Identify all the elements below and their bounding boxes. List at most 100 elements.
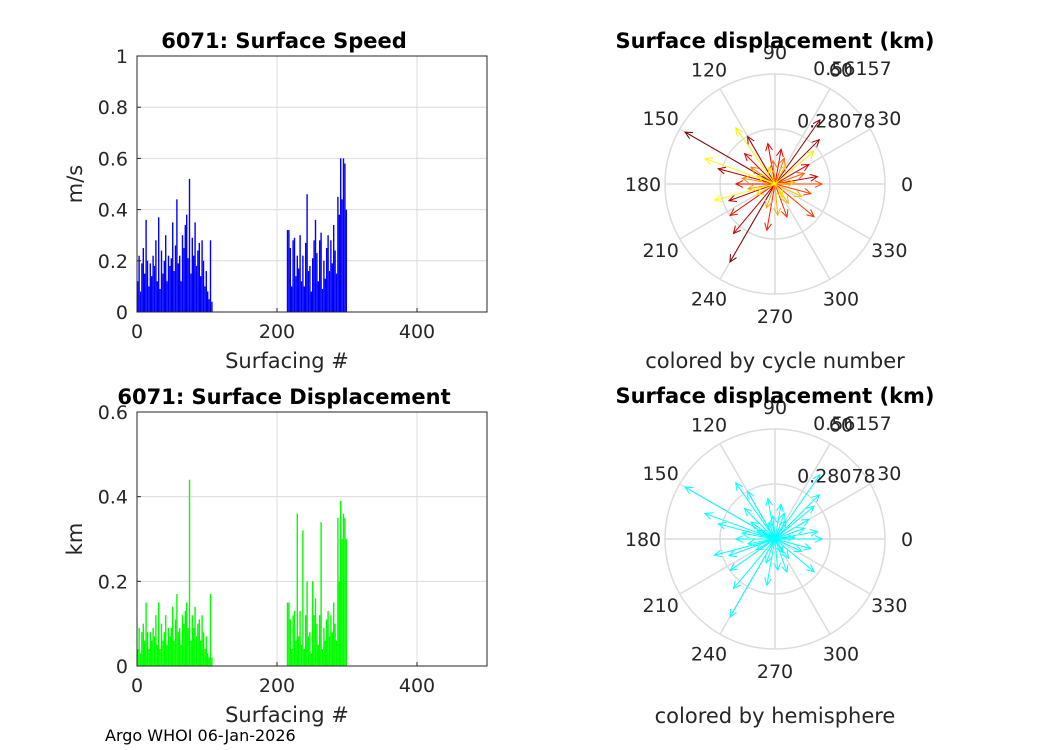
polar-cycle-arrowhead [741,175,751,184]
polar-cycle-vector [729,183,776,263]
polar-hemisphere-arrowhead [713,549,723,558]
polar-cycle-vector [774,158,785,185]
displacement-axes-box [136,411,488,667]
polar-cycle-arrowhead [735,126,743,136]
polar-cycle-vector [774,183,802,197]
speed-ytick-label: 0 [116,302,128,324]
polar-hemisphere-arrowhead [793,544,803,553]
polar-cycle-vector [774,149,782,185]
polar-cycle-arrowhead [703,157,714,165]
polar-cycle-arrowhead [717,166,727,175]
polar-cycle-arrowhead [806,150,815,159]
polar-hemisphere-vector [714,538,776,556]
polar-cycle-arrowhead [793,189,803,198]
polar-hemisphere-vector [774,518,810,540]
polar-hemisphere-arrowhead [786,533,796,542]
speed-ytick-label: 0.2 [98,251,128,273]
polar-hemisphere-vector [774,538,779,571]
polar-hemisphere-vector [774,527,805,540]
displacement-ytick-label: 0.4 [98,487,128,509]
polar-cycle-vector [684,131,776,185]
displacement-xtick-label: 400 [399,675,435,697]
polar-cycle-vector [774,181,795,185]
polar-cycle-angle-label: 210 [643,240,679,262]
polar-hemisphere-arrowhead [732,580,741,590]
polar-hemisphere-arrowhead [796,526,806,535]
displacement-ylabel: km [63,523,87,556]
polar-cycle-vector [774,183,784,198]
polar-hemisphere-title: Surface displacement (km) [615,384,934,408]
speed-ytick-label: 0.4 [98,200,128,222]
polar-cycle-vector [774,183,788,218]
polar-hemisphere-arrowhead [764,554,773,565]
polar-cycle-arrowhead [729,254,737,264]
polar-cycle-angle-label: 0 [901,174,913,196]
polar-cycle-arrowhead [775,189,784,199]
polar-hemisphere-angle-label: 60 [829,415,853,437]
polar-hemisphere-vector [774,538,812,550]
polar-cycle-arrowhead [749,166,759,175]
polar-hemisphere-vector [774,538,784,553]
polar-hemisphere-arrowhead [767,521,776,531]
polar-cycle-arrowhead [767,166,776,176]
polar-cycle-vector [774,183,815,218]
polar-cycle-vector [735,127,776,185]
polar-hemisphere-angle-label: 90 [763,397,787,419]
polar-cycle-angle-label: 270 [757,306,793,328]
polar-cycle-vector [766,183,776,231]
displacement-xtick-label: 0 [131,675,143,697]
polar-cycle-arrowhead [684,131,694,139]
polar-cycle-vector [756,183,776,196]
polar-cycle-arrowhead [778,157,786,167]
polar-cycle-angle-label: 30 [877,108,901,130]
polar-hemisphere-arrowhead [778,519,787,529]
polar-cycle-angle-label: 120 [691,60,727,82]
polar-cycle-caption: colored by cycle number [645,349,905,373]
polar-hemisphere-arrowhead [811,493,821,503]
polar-hemisphere-angle-label: 270 [757,661,793,683]
polar-hemisphere-arrowhead [812,473,821,483]
polar-cycle-vector [729,183,776,216]
polar-hemisphere-chart [664,428,886,650]
polar-hemisphere-vector [735,482,776,540]
polar-hemisphere-arrowhead [802,543,813,551]
polar-cycle-arrowhead [809,173,819,182]
displacement-title: 6071: Surface Displacement [117,385,450,409]
displacement-ytick-label: 0.6 [98,402,128,424]
polar-hemisphere-arrowhead [775,544,784,554]
polar-cycle-arrowhead [764,199,773,210]
polar-hemisphere-arrowhead [806,564,815,573]
polar-cycle-vector [774,163,810,185]
polar-cycle-vector [744,153,776,185]
polar-hemisphere-arrowhead [773,562,782,572]
polar-hemisphere-angle-label: 180 [625,529,661,551]
polar-cycle-vector [704,158,776,185]
polar-hemisphere-arrowhead [814,535,824,543]
polar-hemisphere-angle-label: 300 [823,643,859,665]
polar-cycle-arrowhead [812,118,821,128]
polar-cycle-arrowhead [747,135,755,145]
polar-cycle-vector [765,183,776,209]
polar-hemisphere-arrowhead [747,490,755,500]
polar-cycle-arrowhead [780,209,789,219]
speed-xtick-label: 400 [399,321,435,343]
polar-hemisphere-angle-label: 150 [643,463,679,485]
speed-xtick-label: 200 [259,321,295,343]
polar-hemisphere-vector [747,491,776,540]
polar-cycle-arrowhead [732,225,741,235]
polar-cycle-vector [774,150,815,185]
polar-cycle-arrowhead [796,171,806,180]
polar-cycle-ring-label: 0.28078 [797,110,876,132]
displacement-xtick-label: 200 [259,675,295,697]
polar-cycle-angle-label: 60 [829,60,853,82]
polar-cycle-arrowhead [800,163,810,172]
polar-cycle-vector [718,168,776,185]
displacement-xlabel: Surfacing # [225,703,349,727]
polar-cycle-ring-label: 0.56157 [813,58,892,80]
footer-text: Argo WHOI 06-Jan-2026 [105,726,296,745]
polar-cycle-arrowhead [781,195,790,205]
polar-cycle-vector [774,139,820,185]
polar-cycle-arrowhead [802,188,813,196]
polar-hemisphere-vector [768,522,776,540]
